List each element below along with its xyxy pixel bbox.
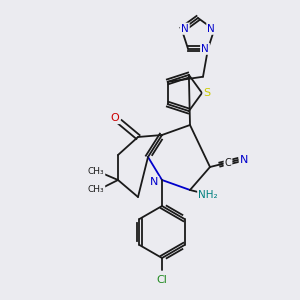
Text: N: N <box>207 24 215 34</box>
Text: S: S <box>203 88 211 98</box>
Text: N: N <box>240 155 248 165</box>
Text: O: O <box>111 113 119 123</box>
Text: NH₂: NH₂ <box>198 190 218 200</box>
Text: CH₃: CH₃ <box>88 167 104 176</box>
Text: N: N <box>150 177 158 187</box>
Text: CH₃: CH₃ <box>88 185 104 194</box>
Text: N: N <box>181 24 189 34</box>
Text: Cl: Cl <box>157 275 167 285</box>
Text: N: N <box>201 44 209 54</box>
Text: C: C <box>225 158 231 168</box>
